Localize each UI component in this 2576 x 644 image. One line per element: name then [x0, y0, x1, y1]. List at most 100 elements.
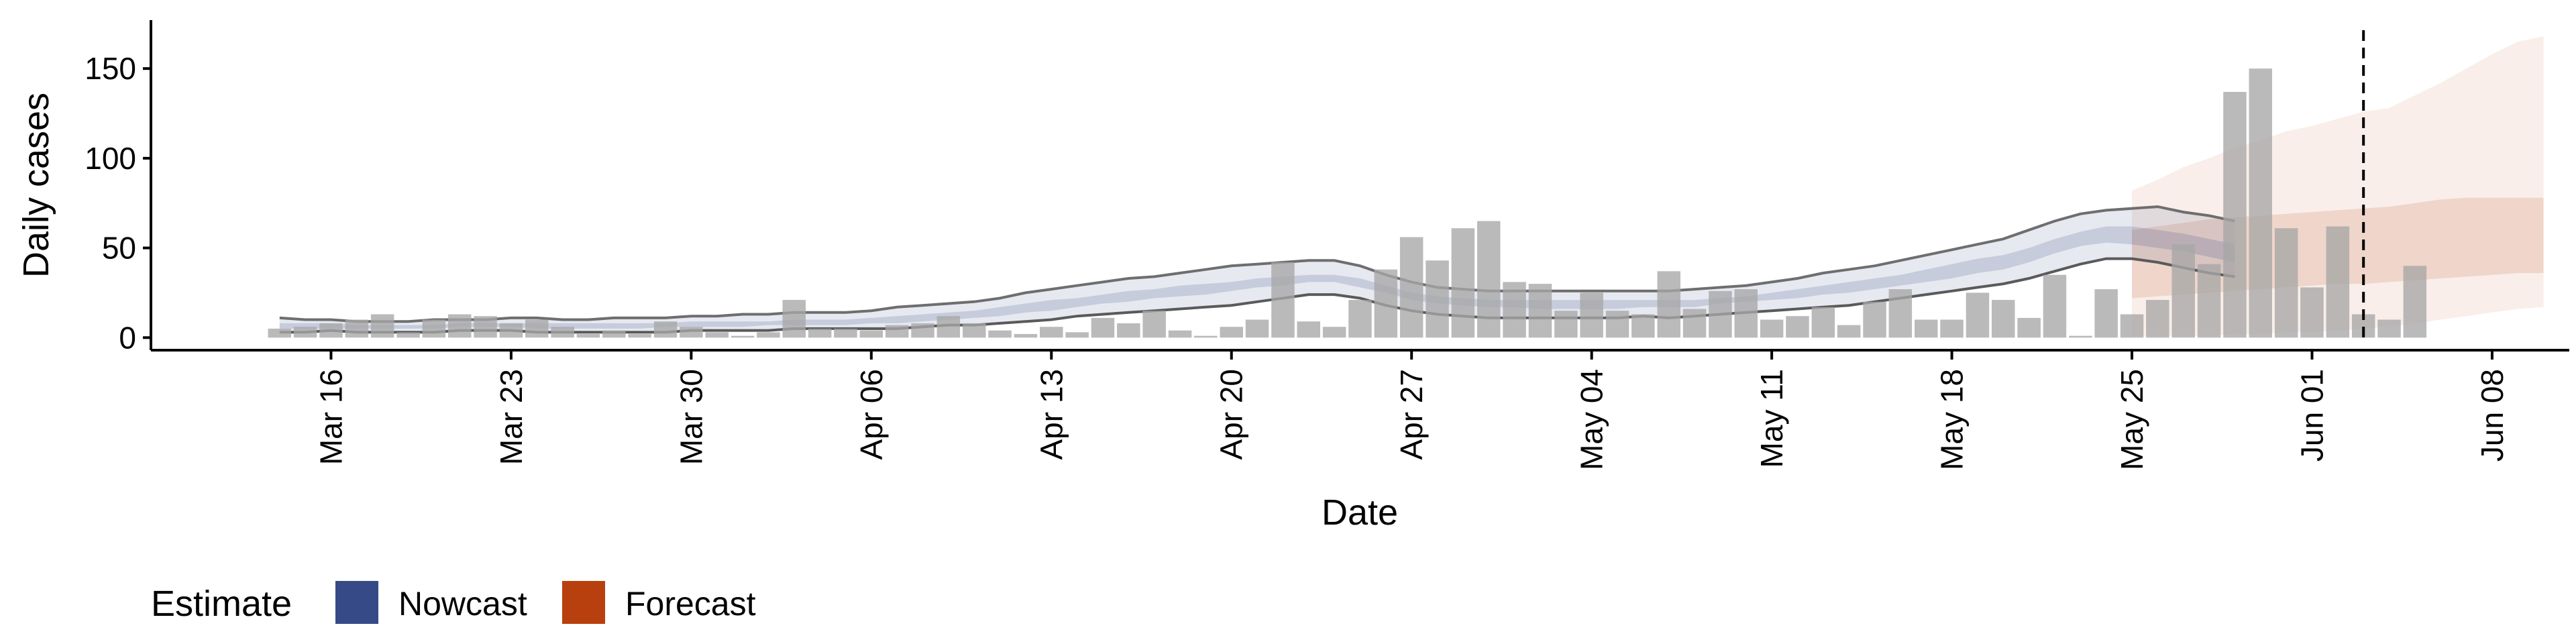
x-axis-title: Date [1322, 492, 1398, 533]
case-bar [1014, 333, 1038, 338]
case-bar [1992, 300, 2015, 338]
case-bar [1682, 309, 1707, 338]
case-bar [859, 330, 883, 338]
legend: Estimate Nowcast Forecast [151, 581, 756, 624]
case-bar [1966, 292, 1990, 338]
x-tick-label: Jun 08 [2475, 369, 2510, 462]
case-bars [268, 68, 2427, 338]
case-bar [757, 332, 780, 338]
case-bar [1117, 323, 1140, 338]
nowcast-upper-line [279, 205, 2235, 323]
case-bar [731, 335, 755, 338]
case-bar [293, 327, 317, 338]
x-tick-label: Apr 13 [1034, 369, 1069, 460]
case-bar [1760, 319, 1784, 338]
case-bar [551, 327, 574, 338]
case-bar [1322, 327, 1346, 338]
case-bar [705, 332, 729, 338]
case-bar [448, 314, 472, 338]
case-bar [1580, 292, 1603, 338]
case-bar [1399, 237, 1424, 338]
case-bar [1168, 330, 1192, 338]
case-bar [834, 328, 857, 338]
case-bar [1142, 311, 1166, 338]
case-bar [1348, 300, 1372, 338]
legend-title: Estimate [151, 584, 292, 624]
case-bar [1734, 289, 1758, 338]
case-bar [1194, 335, 1218, 338]
x-tick-label: Apr 20 [1214, 369, 1249, 460]
case-bar [2249, 68, 2272, 338]
case-bar [2017, 317, 2041, 338]
x-tick-label: May 25 [2114, 369, 2149, 470]
case-bar [1065, 332, 1089, 338]
case-bar [1657, 271, 1680, 338]
case-bar [988, 330, 1012, 338]
case-bar [680, 327, 703, 338]
case-bar [2120, 314, 2144, 338]
case-bar [2043, 274, 2067, 338]
case-bar [782, 300, 806, 338]
case-bar [602, 330, 626, 338]
case-bar [1426, 260, 1449, 338]
case-bar [2223, 92, 2247, 338]
case-bar [1220, 327, 1243, 338]
case-bar [1451, 228, 1475, 338]
case-bar [1477, 221, 1501, 338]
x-tick-label: Mar 30 [674, 369, 708, 465]
x-tick-label: Jun 01 [2294, 369, 2329, 462]
case-bar [474, 316, 497, 338]
case-bar [268, 328, 291, 338]
case-bar [2300, 287, 2324, 338]
legend-swatch-nowcast [335, 581, 378, 624]
case-bar [1271, 262, 1295, 338]
case-bar [525, 319, 549, 338]
case-bar [911, 323, 934, 338]
case-bar [1915, 319, 1938, 338]
y-tick-label: 100 [85, 141, 136, 176]
case-bar [1940, 319, 1964, 338]
case-bar [1786, 316, 1809, 338]
case-bar [2146, 300, 2169, 338]
case-bar [1888, 289, 1913, 338]
x-tick-label: Mar 16 [313, 369, 348, 465]
case-bar [1245, 319, 1269, 338]
nowcast-bands [279, 205, 2235, 334]
case-bar [2094, 289, 2118, 338]
y-tick-label: 0 [119, 320, 136, 355]
x-tick-label: May 11 [1754, 369, 1789, 468]
case-bar [1091, 317, 1115, 338]
y-axis-title: Daily cases [16, 93, 56, 278]
case-bar [1374, 269, 1398, 338]
case-bar [319, 323, 343, 338]
legend-label-forecast: Forecast [625, 585, 756, 623]
case-bar [1709, 290, 1732, 338]
case-bar [1863, 301, 1886, 338]
case-bar [1503, 282, 1526, 338]
case-bar [1837, 325, 1861, 338]
legend-swatch-forecast [562, 581, 605, 624]
case-bar [1040, 327, 1063, 338]
x-tick-label: Apr 06 [854, 369, 889, 460]
case-bar [963, 323, 986, 338]
axes [150, 20, 2569, 352]
case-bar [396, 332, 420, 338]
y-tick-label: 150 [85, 51, 136, 86]
case-bar [1605, 311, 1629, 338]
case-bar [628, 333, 651, 338]
case-bar [1297, 321, 1320, 338]
x-tick-label: May 18 [1935, 369, 1970, 470]
x-tick-label: Mar 23 [494, 369, 529, 465]
case-bar [1631, 314, 1655, 338]
case-bar [345, 319, 369, 338]
case-bar [370, 314, 394, 338]
case-bar [2069, 335, 2092, 338]
x-ticks: Mar 16 Mar 23 Mar 30 Apr 06 Apr 13 Apr 20 Apr … [313, 350, 2510, 470]
legend-label-nowcast: Nowcast [398, 585, 527, 623]
case-bar [1528, 284, 1552, 338]
case-bar [499, 323, 523, 338]
case-bar [2171, 244, 2195, 338]
case-bar [885, 325, 909, 338]
y-tick-label: 50 [102, 231, 136, 266]
